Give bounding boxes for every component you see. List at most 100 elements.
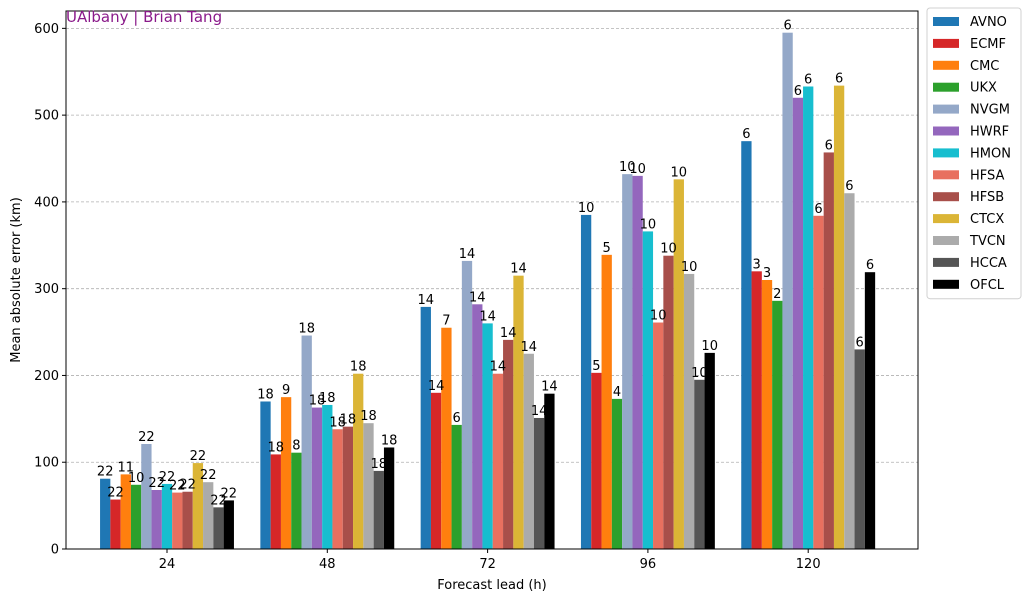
bar-count-label: 14 <box>531 404 548 419</box>
plot-frame <box>65 10 919 550</box>
bar <box>761 280 773 549</box>
bar-count-label: 9 <box>282 383 290 398</box>
bar-count-label: 10 <box>640 217 657 232</box>
legend-swatch <box>933 126 959 136</box>
bar-count-label: 4 <box>613 385 621 400</box>
x-tick-label: 120 <box>796 557 821 572</box>
bar <box>291 452 302 549</box>
bar-count-label: 14 <box>469 290 486 305</box>
bar-count-label: 18 <box>329 415 346 430</box>
bar-count-label: 10 <box>681 260 698 275</box>
bar-count-label: 14 <box>490 360 507 375</box>
bar <box>373 470 384 549</box>
bar <box>492 373 504 549</box>
y-tick-label: 400 <box>34 195 59 210</box>
bar-count-label: 22 <box>221 486 238 501</box>
bar <box>161 483 173 549</box>
bar-count-label: 22 <box>148 476 165 491</box>
bar <box>792 97 804 549</box>
bar-count-label: 14 <box>459 247 476 262</box>
bar <box>270 454 281 549</box>
bar-count-label: 14 <box>521 340 538 355</box>
bars <box>100 32 876 550</box>
bar <box>694 379 705 549</box>
bar <box>342 426 354 549</box>
y-tick-label: 0 <box>51 543 59 558</box>
bar <box>513 275 524 549</box>
bar-count-label: 3 <box>753 257 761 272</box>
bar <box>803 86 814 550</box>
legend-swatch <box>933 257 959 267</box>
legend-label: OFCL <box>970 278 1005 293</box>
legend-swatch <box>933 170 959 180</box>
bar-count-label: 14 <box>418 293 435 308</box>
bar-count-label: 14 <box>500 326 517 341</box>
bar <box>383 447 395 549</box>
bar-count-label: 18 <box>298 322 315 337</box>
bar <box>683 273 695 549</box>
bar <box>430 392 442 549</box>
bar <box>441 327 452 549</box>
bar-count-label: 10 <box>701 339 718 354</box>
legend-label: ECMF <box>970 37 1006 52</box>
bar <box>192 463 204 549</box>
x-axis-label: Forecast lead (h) <box>437 578 546 593</box>
y-axis-label: Mean absolute error (km) <box>9 197 24 363</box>
bar-count-label: 6 <box>845 179 853 194</box>
legend-label: CTCX <box>970 212 1004 227</box>
y-tick-label: 200 <box>34 369 59 384</box>
bar <box>332 429 343 549</box>
bar <box>503 339 514 549</box>
legend-swatch <box>933 236 959 245</box>
bar-count-label: 10 <box>660 242 677 257</box>
bar <box>260 401 271 549</box>
bar <box>844 193 855 549</box>
bar-count-label: 18 <box>360 409 377 424</box>
bar-count-label: 22 <box>138 430 155 445</box>
legend-swatch <box>933 38 959 48</box>
bar-count-label: 10 <box>629 162 646 177</box>
bar <box>301 335 312 549</box>
bar <box>322 404 333 549</box>
bar-count-label: 18 <box>340 413 357 428</box>
bar <box>782 32 793 550</box>
bar <box>100 478 111 549</box>
legend-label: UKX <box>970 81 997 96</box>
bar-count-label: 14 <box>510 262 527 277</box>
legend-label: HCCA <box>970 256 1007 271</box>
bar-count-label: 18 <box>350 360 367 375</box>
y-tick-label: 600 <box>34 22 59 37</box>
bar-count-label: 22 <box>97 465 114 480</box>
legend-label: CMC <box>970 59 999 74</box>
bar-count-label: 22 <box>190 449 207 464</box>
bar <box>622 174 633 549</box>
bar <box>591 372 602 549</box>
bar <box>772 300 783 549</box>
bar-count-label: 18 <box>268 440 285 455</box>
bar <box>653 322 664 549</box>
x-tick-label: 48 <box>319 557 336 572</box>
bar <box>311 407 323 549</box>
legend-label: HWRF <box>970 125 1009 140</box>
bar <box>482 323 493 549</box>
bar <box>451 424 462 549</box>
legend-label: HMON <box>970 146 1011 161</box>
bar-count-label: 18 <box>371 457 388 472</box>
bar-count-label: 6 <box>825 138 833 153</box>
bar-count-label: 7 <box>442 314 450 329</box>
bar-count-label: 6 <box>794 84 802 99</box>
bar-count-label: 5 <box>603 241 611 256</box>
bar-labels: 2222111022222222222222222218189818181818… <box>97 19 874 509</box>
legend-label: HFSA <box>970 168 1005 183</box>
bar <box>203 482 214 549</box>
bar <box>120 474 131 549</box>
bar-count-label: 6 <box>742 127 750 142</box>
bar <box>580 214 592 549</box>
bar-count-label: 14 <box>541 380 558 395</box>
bar-count-label: 10 <box>650 309 667 324</box>
bar-count-label: 22 <box>200 468 217 483</box>
bar <box>854 349 865 549</box>
bar <box>420 306 431 549</box>
bar-count-label: 10 <box>128 471 145 486</box>
bar <box>213 507 224 549</box>
